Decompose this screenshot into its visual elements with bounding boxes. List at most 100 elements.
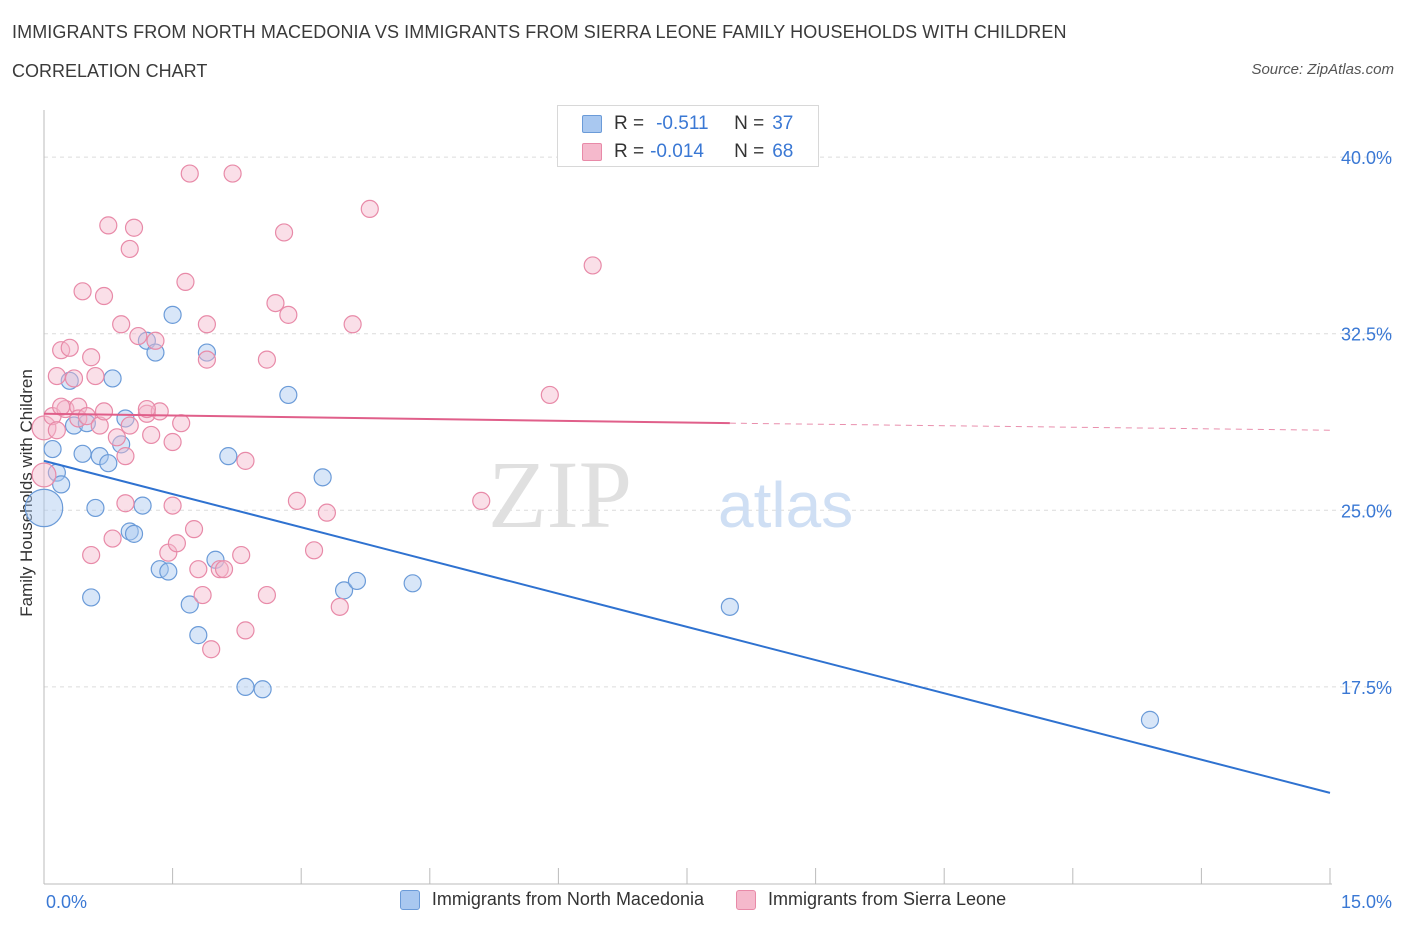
point-sierra-leone xyxy=(112,315,131,334)
watermark: ZIP atlas xyxy=(488,441,853,548)
watermark-atlas: atlas xyxy=(718,469,853,541)
point-sierra-leone xyxy=(163,496,182,515)
point-sierra-leone xyxy=(94,402,114,421)
point-sierra-leone xyxy=(47,366,66,386)
trend-lines xyxy=(43,412,1331,794)
point-sierra-leone xyxy=(116,494,135,513)
y-tick-label: 17.5% xyxy=(1341,678,1392,698)
point-sierra-leone xyxy=(304,541,324,560)
data-points xyxy=(24,164,1160,729)
point-sierra-leone xyxy=(343,315,362,334)
legend-swatch-pink xyxy=(736,889,756,910)
point-north-macedonia xyxy=(103,369,122,388)
trend-line-sierra-leone xyxy=(43,412,730,425)
point-sierra-leone xyxy=(107,428,126,447)
point-sierra-leone xyxy=(472,491,491,510)
point-sierra-leone xyxy=(146,331,165,350)
point-north-macedonia xyxy=(133,496,152,515)
point-sierra-leone xyxy=(120,416,139,435)
point-sierra-leone xyxy=(90,416,109,435)
legend-item-north-macedonia[interactable]: Immigrants from North Macedonia xyxy=(399,889,704,910)
point-sierra-leone xyxy=(197,350,216,369)
series-legend: Immigrants from North Macedonia Immigran… xyxy=(0,889,1406,910)
point-north-macedonia xyxy=(347,571,367,591)
point-north-macedonia xyxy=(43,439,62,459)
watermark-zip: ZIP xyxy=(488,441,632,548)
point-sierra-leone xyxy=(223,164,242,183)
point-sierra-leone xyxy=(193,585,212,605)
point-sierra-leone xyxy=(236,621,255,640)
point-sierra-leone xyxy=(180,164,199,183)
point-sierra-leone xyxy=(210,560,229,579)
legend-swatch-pink xyxy=(582,143,602,161)
point-north-macedonia xyxy=(720,597,739,616)
point-sierra-leone xyxy=(167,534,186,553)
n-value: 37 xyxy=(772,113,794,134)
point-sierra-leone xyxy=(47,421,66,440)
point-sierra-leone xyxy=(163,432,182,452)
point-north-macedonia xyxy=(236,677,255,697)
legend-item-sierra-leone[interactable]: Immigrants from Sierra Leone xyxy=(736,889,1006,910)
point-sierra-leone xyxy=(137,399,156,419)
point-north-macedonia xyxy=(189,626,208,645)
r-value: -0.511 xyxy=(656,113,709,134)
n-label: N = xyxy=(734,113,765,134)
r-value: -0.014 xyxy=(650,141,704,162)
stats-legend: R = -0.511 N = 37 R = -0.014 N = 68 xyxy=(557,105,819,167)
point-sierra-leone xyxy=(86,366,105,386)
point-north-macedonia xyxy=(82,588,101,607)
point-north-macedonia xyxy=(99,454,118,473)
chart-title: IMMIGRANTS FROM NORTH MACEDONIA VS IMMIG… xyxy=(12,22,1067,42)
x-tick-label: 15.0% xyxy=(1341,892,1392,912)
point-sierra-leone xyxy=(82,545,101,565)
point-sierra-leone xyxy=(31,462,57,488)
point-sierra-leone xyxy=(120,239,139,259)
point-north-macedonia xyxy=(124,524,144,543)
trend-line-north-macedonia xyxy=(43,459,1331,794)
x-tick-label: 0.0% xyxy=(46,892,87,912)
point-sierra-leone xyxy=(236,451,255,470)
point-sierra-leone xyxy=(172,414,191,433)
point-sierra-leone xyxy=(257,585,277,605)
point-north-macedonia xyxy=(24,488,64,528)
axes xyxy=(43,110,1332,885)
stats-row-north-macedonia: R = -0.511 N = 37 xyxy=(582,112,793,136)
point-sierra-leone xyxy=(202,640,221,659)
trend-line-sierra-leone-extension xyxy=(729,422,1331,431)
legend-swatch-blue xyxy=(582,115,602,133)
point-sierra-leone xyxy=(257,350,277,369)
grid-lines xyxy=(44,156,1392,688)
r-label: R = xyxy=(614,113,645,134)
point-sierra-leone xyxy=(287,491,307,510)
point-north-macedonia xyxy=(313,468,332,487)
point-sierra-leone xyxy=(540,385,559,405)
point-north-macedonia xyxy=(73,444,92,463)
point-sierra-leone xyxy=(129,326,148,346)
point-sierra-leone xyxy=(317,503,337,522)
point-sierra-leone xyxy=(77,407,96,426)
legend-label: Immigrants from Sierra Leone xyxy=(768,889,1007,909)
n-value: 68 xyxy=(772,141,794,162)
point-sierra-leone xyxy=(64,369,84,388)
point-north-macedonia xyxy=(279,385,298,405)
tick-labels: 17.5% 25.0% 32.5% 40.0% 0.0% 15.0% xyxy=(46,148,1392,912)
point-sierra-leone xyxy=(360,199,379,218)
point-sierra-leone xyxy=(99,216,118,235)
y-tick-label: 25.0% xyxy=(1341,501,1392,521)
point-sierra-leone xyxy=(103,529,122,548)
point-sierra-leone xyxy=(232,545,251,565)
legend-label: Immigrants from North Macedonia xyxy=(431,889,704,909)
point-north-macedonia xyxy=(163,305,182,324)
point-sierra-leone xyxy=(94,286,114,306)
n-label: N = xyxy=(734,141,765,162)
y-tick-label: 32.5% xyxy=(1341,325,1392,345)
point-north-macedonia xyxy=(1140,710,1160,729)
point-north-macedonia xyxy=(253,680,272,699)
point-sierra-leone xyxy=(189,560,208,579)
point-sierra-leone xyxy=(279,305,298,324)
point-sierra-leone xyxy=(274,223,294,242)
stats-row-sierra-leone: R = -0.014 N = 68 xyxy=(582,140,793,164)
point-sierra-leone xyxy=(52,397,71,416)
point-north-macedonia xyxy=(159,562,178,581)
